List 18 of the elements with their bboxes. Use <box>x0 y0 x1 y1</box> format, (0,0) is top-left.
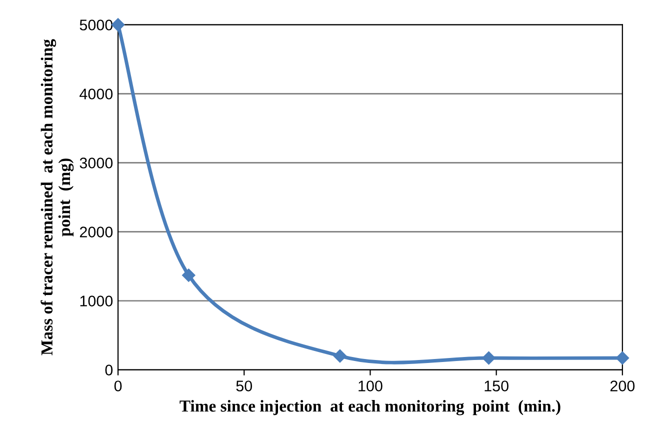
point <box>482 351 496 365</box>
y-axis-title: Mass of tracer remained at each monitoring point (mg) <box>40 39 74 356</box>
point <box>182 268 196 282</box>
x-tick-label: 200 <box>610 380 635 392</box>
point <box>333 349 347 363</box>
x-tick-label: 100 <box>358 380 382 392</box>
y-tick-label: 2000 <box>80 226 113 238</box>
x-tick-label: 0 <box>114 380 122 392</box>
x-tick-label: 50 <box>236 380 252 392</box>
y-tick-label: 3000 <box>80 158 113 168</box>
point <box>616 351 630 365</box>
y-tick-label: 0 <box>105 364 113 376</box>
y-tick-label: 5000 <box>80 20 113 30</box>
x-axis-title: Time since injection at each monitoring point (min.) <box>180 400 560 416</box>
y-tick-label: 1000 <box>80 296 113 306</box>
x-tick-label: 150 <box>484 380 508 392</box>
point <box>111 18 125 32</box>
y-tick-label: 4000 <box>80 88 113 100</box>
